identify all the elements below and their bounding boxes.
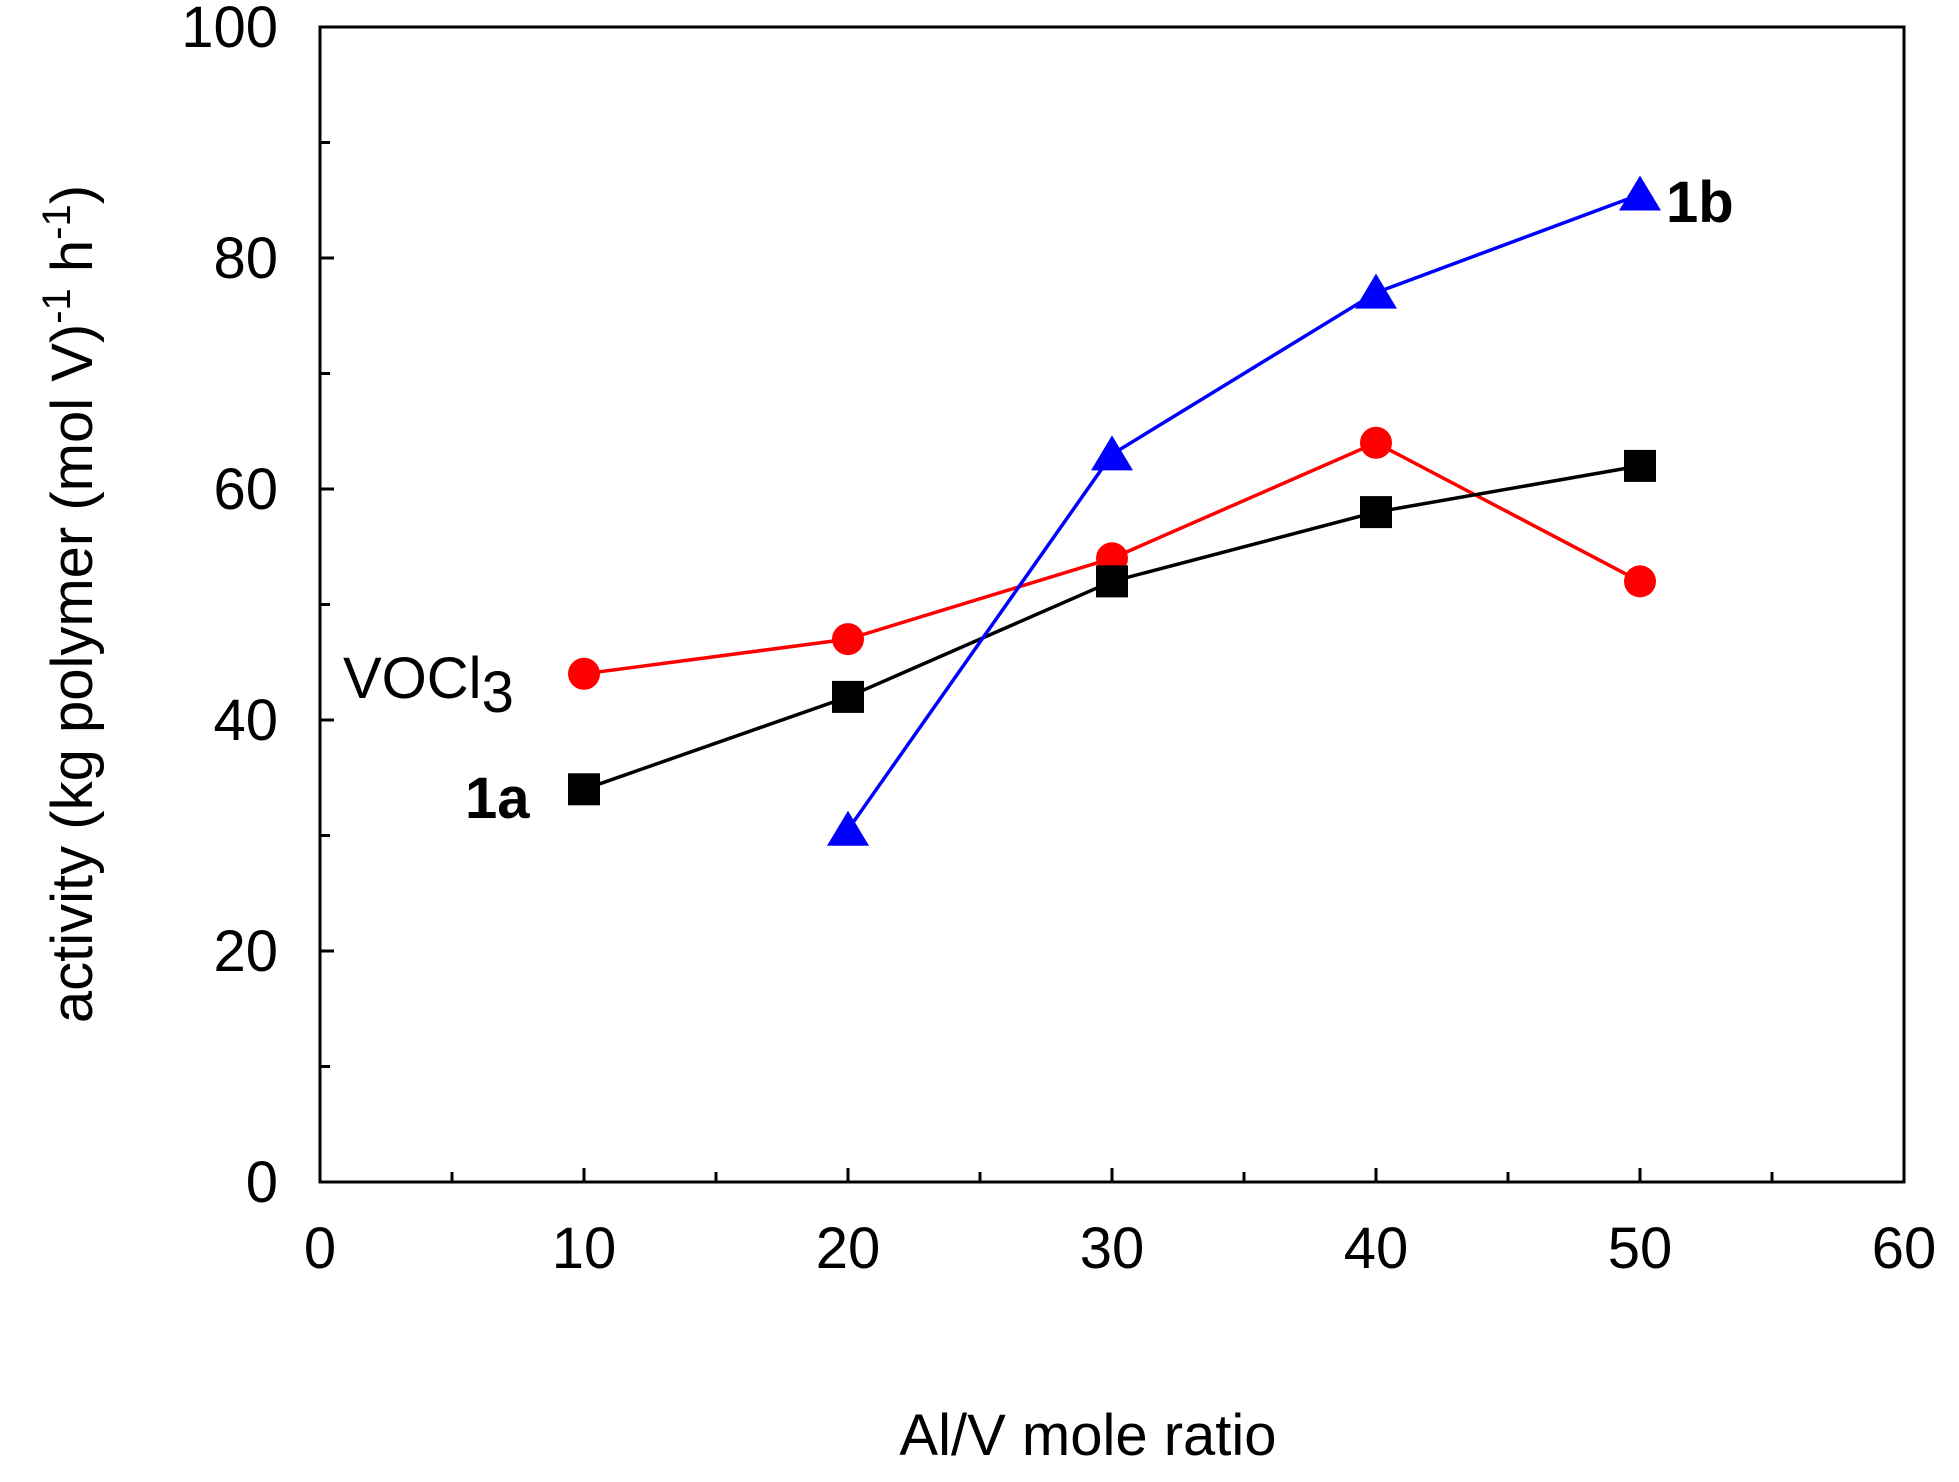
y-axis-title-sup2: -1 [35, 204, 79, 240]
y-tick-label: 20 [213, 919, 278, 984]
y-axis-title-mid: h [40, 240, 105, 288]
series-label-vocl3-main: VOCl [343, 646, 482, 711]
series-label-1b: 1b [1666, 170, 1734, 235]
x-tick-label: 10 [552, 1216, 617, 1281]
data-point-vocl3 [568, 657, 600, 690]
x-tick-label: 0 [304, 1216, 336, 1281]
data-point-vocl3 [1624, 565, 1656, 598]
x-tick-label: 40 [1344, 1216, 1409, 1281]
y-axis-title-main: activity (kg polymer (mol V) [40, 324, 105, 1023]
series-line-1b [846, 192, 1641, 831]
y-axis-title-end: ) [40, 185, 105, 204]
y-tick-label: 0 [246, 1150, 278, 1215]
x-tick-label: 30 [1080, 1216, 1145, 1281]
series-label-1a: 1a [465, 766, 530, 831]
series-group [568, 175, 1661, 846]
axis-ticks: 0 10 20 30 40 50 60 0 20 40 60 80 100 [181, 0, 1936, 1281]
x-axis-title: Al/V mole ratio [899, 1403, 1276, 1468]
y-tick-label: 40 [213, 688, 278, 753]
y-tick-label: 100 [181, 0, 278, 60]
data-point-1a [1624, 449, 1656, 482]
data-point-1b [1091, 435, 1133, 471]
series-label-vocl3-sub: 3 [482, 660, 514, 725]
data-point-1a [1360, 496, 1392, 529]
data-point-1a [832, 680, 864, 713]
data-point-1a [568, 773, 600, 806]
y-axis-title-sup1: -1 [35, 288, 79, 324]
x-tick-label: 20 [816, 1216, 881, 1281]
x-tick-label: 50 [1608, 1216, 1673, 1281]
data-point-1b [827, 810, 869, 846]
series-line-1a [583, 464, 1641, 791]
y-tick-label: 80 [213, 226, 278, 291]
data-point-vocl3 [1360, 426, 1392, 459]
data-point-1b [1619, 175, 1661, 211]
y-axis-title: activity (kg polymer (mol V)-1 h-1) [35, 185, 105, 1023]
data-point-1b [1355, 273, 1397, 309]
data-point-vocl3 [832, 623, 864, 656]
series-label-vocl3: VOCl3 [343, 646, 514, 725]
y-tick-label: 60 [213, 457, 278, 522]
x-tick-label: 60 [1872, 1216, 1937, 1281]
data-point-1a [1096, 565, 1128, 598]
